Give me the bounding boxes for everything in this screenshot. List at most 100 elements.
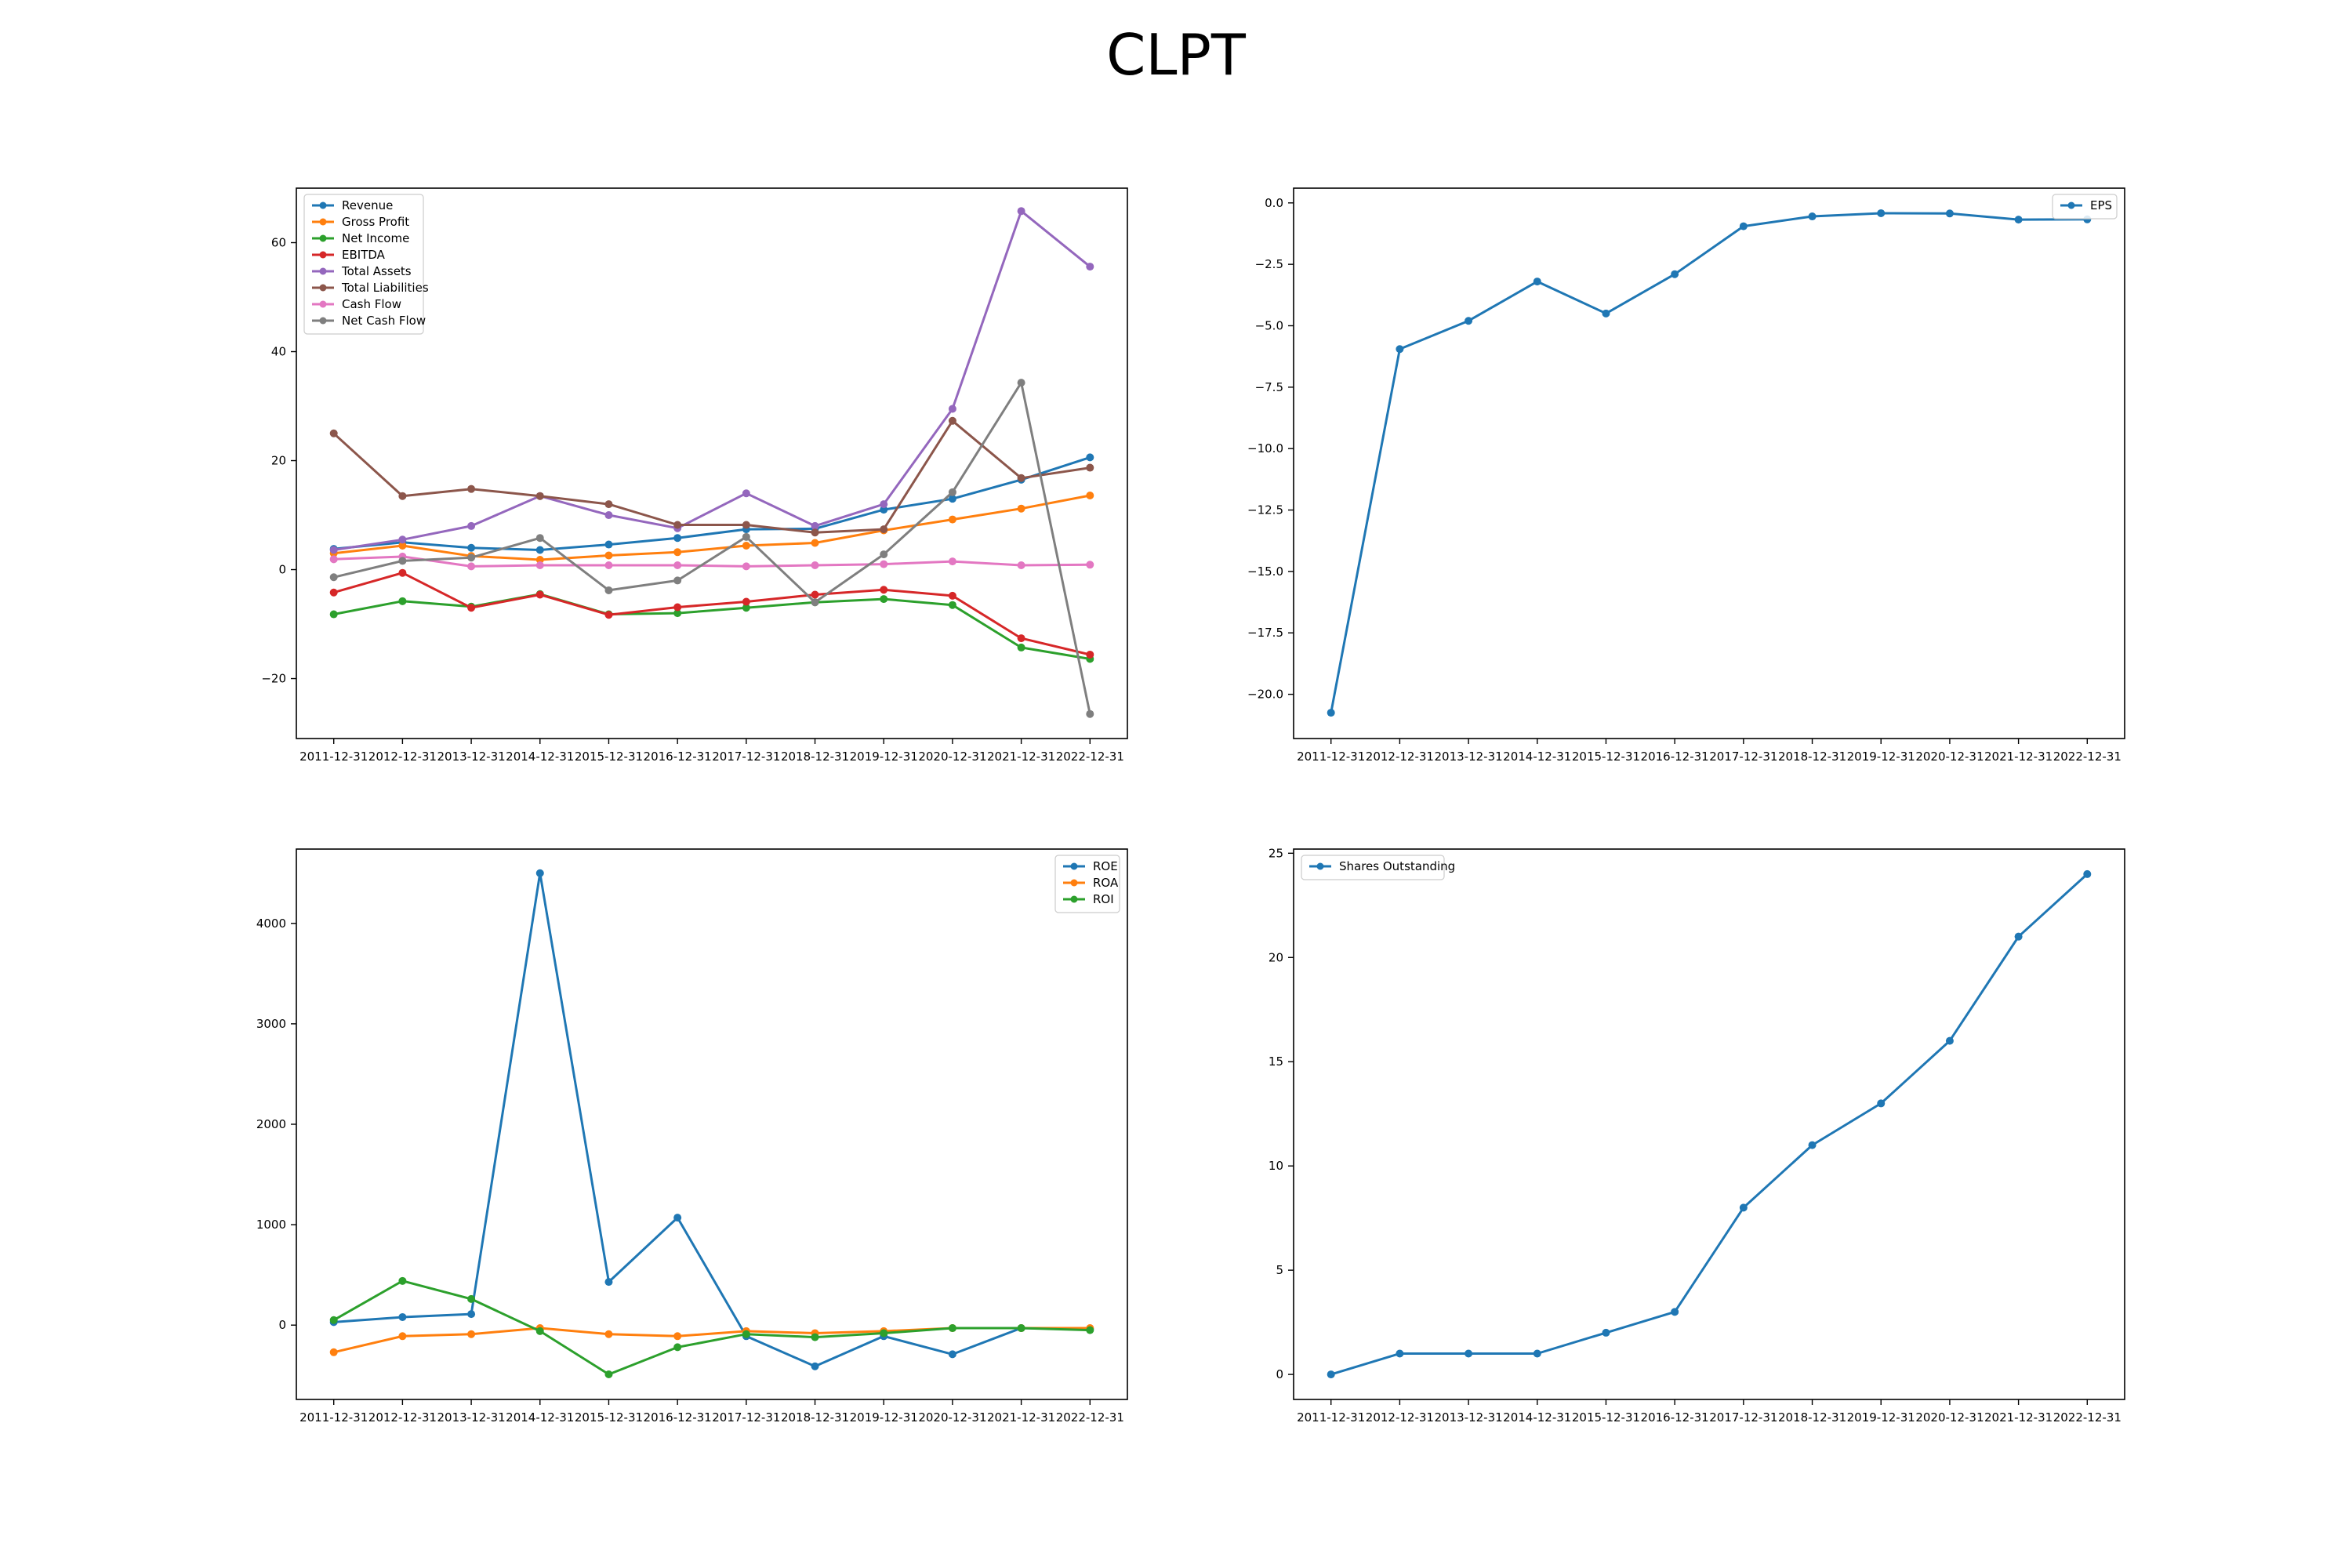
legend-marker bbox=[319, 201, 327, 209]
data-point-ebitda bbox=[604, 611, 613, 619]
legend: Shares Outstanding bbox=[1301, 855, 1455, 880]
data-point-ebitda bbox=[948, 591, 956, 600]
data-point-gross-profit bbox=[604, 551, 613, 560]
legend-marker bbox=[2067, 201, 2075, 209]
data-point-gross-profit bbox=[742, 541, 750, 550]
data-point-roe bbox=[673, 1214, 682, 1222]
series-ebitda bbox=[329, 568, 1094, 659]
x-tick-label: 2021-12-31 bbox=[1984, 750, 2053, 764]
x-tick-label: 2015-12-31 bbox=[1572, 1410, 1640, 1425]
data-point-roa bbox=[604, 1330, 613, 1338]
legend-label: Net Cash Flow bbox=[342, 314, 426, 328]
x-tick-label: 2021-12-31 bbox=[1984, 1410, 2053, 1425]
plot-frame bbox=[296, 187, 1128, 739]
x-tick-label: 2022-12-31 bbox=[1056, 1410, 1124, 1425]
legend-marker bbox=[319, 251, 327, 259]
x-tick-label: 2015-12-31 bbox=[575, 750, 643, 764]
data-point-roi bbox=[329, 1316, 338, 1324]
data-point-total-liabilities bbox=[467, 485, 476, 493]
x-tick-label: 2018-12-31 bbox=[1778, 750, 1846, 764]
legend-marker bbox=[1070, 879, 1078, 887]
y-tick-label: 60 bbox=[271, 236, 286, 250]
y-tick-label: 2000 bbox=[256, 1117, 286, 1131]
x-tick-label: 2016-12-31 bbox=[1641, 1410, 1709, 1425]
chart-shares-outstanding: 2011-12-31 2012-12-31 2013-12-31 2014-12-31… bbox=[1269, 846, 2125, 1425]
y-tick-label: −15.0 bbox=[1247, 564, 1283, 579]
series-cash-flow bbox=[329, 552, 1094, 571]
data-point-revenue bbox=[604, 540, 613, 549]
data-point-roi bbox=[948, 1324, 956, 1333]
x-tick-label: 2019-12-31 bbox=[1847, 1410, 1915, 1425]
x-tick-label: 2013-12-31 bbox=[1434, 750, 1502, 764]
data-point-cash-flow bbox=[880, 560, 888, 568]
data-point-gross-profit bbox=[1086, 492, 1094, 500]
y-tick-label: 0 bbox=[278, 1318, 286, 1332]
data-point-total-liabilities bbox=[535, 492, 544, 500]
data-point-roe bbox=[811, 1362, 819, 1370]
data-point-total-assets bbox=[467, 521, 476, 530]
series-total-liabilities bbox=[329, 416, 1094, 537]
data-point-total-assets bbox=[1017, 207, 1025, 216]
data-point-cash-flow bbox=[535, 561, 544, 569]
legend-label: Revenue bbox=[342, 198, 393, 212]
data-point-eps bbox=[1945, 209, 1954, 218]
data-point-net-cash-flow bbox=[398, 557, 407, 565]
data-point-net-income bbox=[880, 595, 888, 604]
x-tick-label: 2016-12-31 bbox=[644, 750, 712, 764]
series-roe bbox=[329, 869, 1094, 1370]
data-point-net-income bbox=[948, 601, 956, 609]
data-point-roi bbox=[398, 1276, 407, 1285]
series-line-total-liabilities bbox=[332, 419, 1091, 534]
data-point-roi bbox=[604, 1370, 613, 1378]
data-point-shares-outstanding bbox=[2083, 869, 2092, 878]
data-point-roe bbox=[948, 1350, 956, 1359]
data-point-cash-flow bbox=[1086, 561, 1094, 569]
data-point-ebitda bbox=[467, 604, 476, 612]
series-line-roi bbox=[332, 1279, 1091, 1376]
x-tick-label: 2016-12-31 bbox=[644, 1410, 712, 1425]
data-point-total-assets bbox=[811, 521, 819, 530]
data-point-revenue bbox=[673, 534, 682, 543]
y-tick-label: −7.5 bbox=[1255, 380, 1283, 394]
data-point-ebitda bbox=[329, 588, 338, 597]
series-line-ebitda bbox=[333, 572, 1091, 656]
data-point-gross-profit bbox=[535, 556, 544, 564]
data-point-total-liabilities bbox=[948, 416, 956, 425]
x-tick-label: 2017-12-31 bbox=[1709, 1410, 1777, 1425]
y-tick-label: 1000 bbox=[256, 1218, 286, 1232]
y-tick-label: 20 bbox=[1269, 950, 1283, 964]
data-point-shares-outstanding bbox=[1465, 1349, 1473, 1358]
legend: ROE ROA ROI bbox=[1054, 855, 1120, 913]
data-point-gross-profit bbox=[673, 548, 682, 557]
y-tick-label: 0 bbox=[278, 563, 286, 577]
series-line-shares-outstanding bbox=[1330, 873, 2089, 1376]
data-point-gross-profit bbox=[1017, 504, 1025, 513]
x-tick-label: 2020-12-31 bbox=[918, 750, 986, 764]
data-point-total-liabilities bbox=[604, 500, 613, 509]
data-point-cash-flow bbox=[811, 561, 819, 569]
x-tick-label: 2017-12-31 bbox=[712, 750, 780, 764]
data-point-ebitda bbox=[811, 590, 819, 599]
data-point-gross-profit bbox=[811, 539, 819, 547]
y-tick-label: 15 bbox=[1269, 1054, 1283, 1069]
series-revenue bbox=[329, 453, 1094, 554]
data-point-roa bbox=[329, 1348, 338, 1356]
data-point-shares-outstanding bbox=[1533, 1349, 1541, 1358]
x-tick-label: 2014-12-31 bbox=[1503, 1410, 1571, 1425]
chart-financials: 2011-12-31 2012-12-31 2013-12-31 2014-12-31… bbox=[261, 187, 1128, 764]
y-tick-label: 25 bbox=[1269, 846, 1283, 860]
data-point-shares-outstanding bbox=[2014, 932, 2023, 941]
data-point-eps bbox=[2014, 216, 2023, 224]
data-point-total-assets bbox=[329, 546, 338, 554]
y-tick-label: −20 bbox=[261, 672, 286, 686]
legend: EPS bbox=[2052, 194, 2118, 220]
x-tick-label: 2011-12-31 bbox=[299, 1410, 368, 1425]
data-point-ebitda bbox=[535, 590, 544, 599]
data-point-total-liabilities bbox=[673, 521, 682, 529]
data-point-total-liabilities bbox=[880, 525, 888, 534]
data-point-roe bbox=[604, 1278, 613, 1287]
data-point-revenue bbox=[880, 506, 888, 514]
data-point-net-cash-flow bbox=[673, 576, 682, 585]
data-point-total-liabilities bbox=[398, 492, 407, 500]
data-point-roe bbox=[398, 1312, 407, 1321]
